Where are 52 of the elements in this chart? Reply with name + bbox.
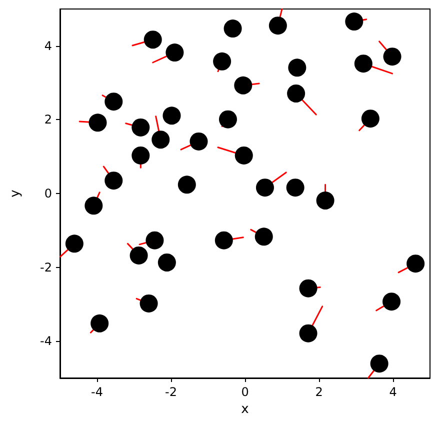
point xyxy=(316,192,334,210)
point xyxy=(213,52,232,70)
point xyxy=(406,254,425,273)
point xyxy=(254,228,273,246)
point xyxy=(354,54,372,73)
point xyxy=(288,58,306,77)
point xyxy=(140,294,158,312)
point xyxy=(146,231,164,250)
point xyxy=(132,118,150,136)
point xyxy=(268,16,287,35)
point xyxy=(361,110,380,128)
point xyxy=(299,324,318,342)
x-tick-label: -4 xyxy=(91,385,103,399)
point xyxy=(299,279,318,298)
point xyxy=(65,234,84,253)
point xyxy=(144,30,162,49)
y-tick-label: 4 xyxy=(44,38,52,53)
x-tick-label: 0 xyxy=(241,385,249,399)
point xyxy=(104,172,123,190)
point xyxy=(158,254,176,272)
point xyxy=(130,246,148,264)
point xyxy=(84,196,103,215)
point xyxy=(214,231,233,250)
point xyxy=(256,178,274,197)
point xyxy=(90,314,109,332)
point xyxy=(287,84,306,102)
x-tick-label: 4 xyxy=(389,385,397,399)
y-tick-label: -4 xyxy=(40,334,52,348)
point xyxy=(286,178,304,197)
y-tick-label: 0 xyxy=(44,186,52,200)
x-axis-title: x xyxy=(241,402,250,417)
point xyxy=(152,130,170,149)
y-tick-label: 2 xyxy=(44,112,52,127)
x-tick-label: 2 xyxy=(315,385,323,399)
point xyxy=(345,12,364,31)
point xyxy=(383,48,402,66)
point xyxy=(162,106,181,125)
point xyxy=(370,354,388,373)
point xyxy=(166,44,184,62)
y-axis-title: y xyxy=(8,189,23,198)
point xyxy=(382,292,401,311)
point xyxy=(234,146,253,164)
x-tick-label: -2 xyxy=(165,385,177,399)
point xyxy=(104,92,123,111)
point xyxy=(234,76,252,94)
point xyxy=(190,132,208,150)
point xyxy=(224,20,242,38)
point xyxy=(132,146,150,164)
y-tick-label: -2 xyxy=(40,260,52,274)
point xyxy=(219,110,237,128)
point xyxy=(178,176,196,194)
point xyxy=(88,114,107,132)
